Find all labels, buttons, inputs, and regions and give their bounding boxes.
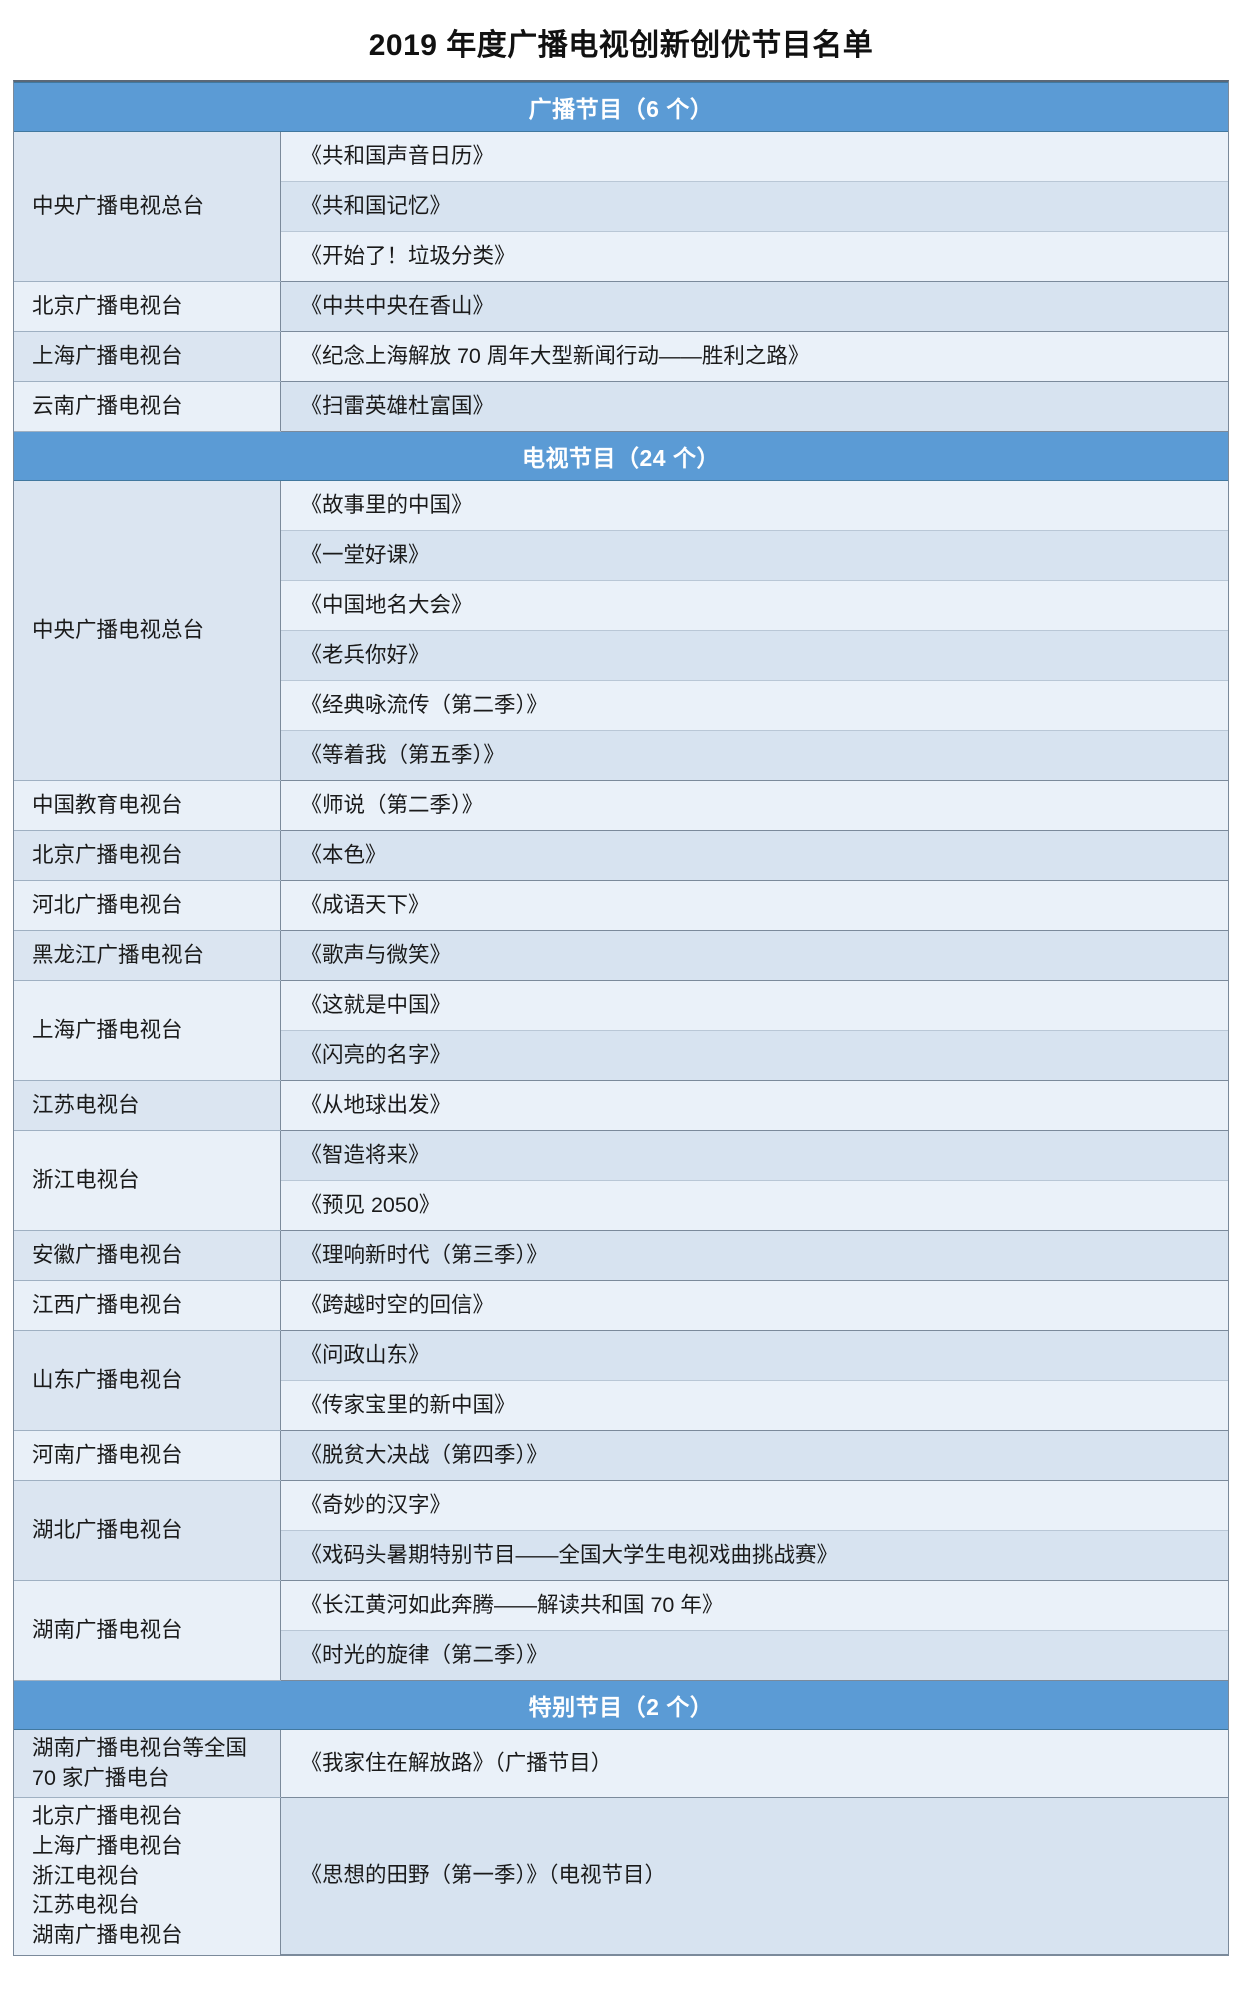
program-title-cell: 《歌声与微笑》: [280, 930, 1228, 981]
table-row: 安徽广播电视台 《理响新时代（第三季）》: [14, 1230, 1228, 1281]
organization-cell: 北京广播电视台: [14, 830, 281, 881]
table-row: 《时光的旋律（第二季）》: [14, 1630, 1228, 1681]
program-title-cell: 《戏码头暑期特别节目——全国大学生电视戏曲挑战赛》: [280, 1530, 1228, 1581]
organization-cell: 中国教育电视台: [14, 780, 281, 831]
table-row: 《传家宝里的新中国》: [14, 1380, 1228, 1431]
section-header-row: 广播节目（6 个）: [14, 82, 1228, 132]
table-row: 浙江电视台 《智造将来》: [14, 1130, 1228, 1231]
section-header-row: 特别节目（2 个）: [14, 1680, 1228, 1730]
program-title-cell: 《闪亮的名字》: [280, 1030, 1228, 1081]
program-list-table-wrapper: 广播节目（6 个） 中央广播电视总台 《共和国声音日历》 《共和国记忆》 《开始了！垃圾…: [13, 80, 1229, 1957]
program-title-cell: 《长江黄河如此奔腾——解读共和国 70 年》: [280, 1580, 1228, 1631]
program-title-cell: 《传家宝里的新中国》: [280, 1380, 1228, 1431]
organization-cell: 湖南广播电视台: [14, 1580, 281, 1681]
table-row: 《中国地名大会》: [14, 580, 1228, 631]
table-row: 江西广播电视台 《跨越时空的回信》: [14, 1280, 1228, 1331]
program-title-cell: 《我家住在解放路》（广播节目）: [280, 1729, 1228, 1799]
program-title-cell: 《预见 2050》: [280, 1180, 1228, 1231]
program-title-cell: 《扫雷英雄杜富国》: [280, 381, 1228, 432]
table-row: 河南广播电视台 《脱贫大决战（第四季）》: [14, 1430, 1228, 1481]
table-row: 《开始了！垃圾分类》: [14, 231, 1228, 282]
program-title-cell: 《经典咏流传（第二季）》: [280, 680, 1228, 731]
organization-cell: 北京广播电视台: [14, 281, 281, 332]
program-title-cell: 《等着我（第五季）》: [280, 730, 1228, 781]
program-title-cell: 《从地球出发》: [280, 1080, 1228, 1131]
program-title-cell: 《时光的旋律（第二季）》: [280, 1630, 1228, 1681]
organization-cell: 河南广播电视台: [14, 1430, 281, 1481]
program-title-cell: 《师说（第二季）》: [280, 780, 1228, 831]
table-row: 云南广播电视台 《扫雷英雄杜富国》: [14, 381, 1228, 432]
table-row: 北京广播电视台 《本色》: [14, 830, 1228, 881]
organization-cell: 河北广播电视台: [14, 880, 281, 931]
page-title: 2019 年度广播电视创新创优节目名单: [368, 29, 874, 62]
table-row: 中央广播电视总台 《共和国声音日历》: [14, 131, 1228, 282]
table-row: 上海广播电视台 《这就是中国》: [14, 980, 1228, 1081]
table-row: 北京广播电视台 上海广播电视台 浙江电视台 江苏电视台 湖南广播电视台 《思想的田…: [14, 1797, 1228, 1956]
program-title-cell: 《跨越时空的回信》: [280, 1280, 1228, 1331]
section-header-label: 电视节目（24 个）: [14, 431, 1228, 481]
program-title-cell: 《纪念上海解放 70 周年大型新闻行动——胜利之路》: [280, 331, 1228, 382]
program-title-cell: 《成语天下》: [280, 880, 1228, 931]
organization-cell: 安徽广播电视台: [14, 1230, 281, 1281]
organization-cell: 浙江电视台: [14, 1130, 281, 1231]
program-title-cell: 《老兵你好》: [280, 630, 1228, 681]
program-title-cell: 《开始了！垃圾分类》: [280, 231, 1228, 282]
program-title-cell: 《这就是中国》: [280, 980, 1228, 1031]
organization-cell: 上海广播电视台: [14, 331, 281, 382]
program-title-cell: 《理响新时代（第三季）》: [280, 1230, 1228, 1281]
table-row: 《等着我（第五季）》: [14, 730, 1228, 781]
organization-cell: 云南广播电视台: [14, 381, 281, 432]
organization-cell: 北京广播电视台 上海广播电视台 浙江电视台 江苏电视台 湖南广播电视台: [14, 1797, 281, 1955]
table-row: 《经典咏流传（第二季）》: [14, 680, 1228, 731]
program-title-cell: 《共和国记忆》: [280, 181, 1228, 232]
table-row: 河北广播电视台 《成语天下》: [14, 880, 1228, 931]
program-title-cell: 《一堂好课》: [280, 530, 1228, 581]
organization-cell: 湖南广播电视台等全国 70 家广播电台: [14, 1729, 281, 1799]
organization-cell: 黑龙江广播电视台: [14, 930, 281, 981]
organization-cell: 江西广播电视台: [14, 1280, 281, 1331]
table-row: 湖南广播电视台等全国 70 家广播电台 《我家住在解放路》（广播节目）: [14, 1729, 1228, 1799]
program-list-table: 广播节目（6 个） 中央广播电视总台 《共和国声音日历》 《共和国记忆》 《开始了！垃圾…: [14, 82, 1228, 1956]
program-title-cell: 《中国地名大会》: [280, 580, 1228, 631]
organization-cell: 山东广播电视台: [14, 1330, 281, 1431]
table-row: 《预见 2050》: [14, 1180, 1228, 1231]
section-header-label: 广播节目（6 个）: [14, 82, 1228, 132]
organization-cell: 中央广播电视总台: [14, 131, 281, 282]
table-row: 江苏电视台 《从地球出发》: [14, 1080, 1228, 1131]
table-row: 黑龙江广播电视台 《歌声与微笑》: [14, 930, 1228, 981]
table-row: 《共和国记忆》: [14, 181, 1228, 232]
table-row: 湖北广播电视台 《奇妙的汉字》: [14, 1480, 1228, 1581]
organization-cell: 上海广播电视台: [14, 980, 281, 1081]
table-row: 《一堂好课》: [14, 530, 1228, 581]
table-row: 《闪亮的名字》: [14, 1030, 1228, 1081]
program-title-cell: 《共和国声音日历》: [280, 131, 1228, 182]
program-title-cell: 《智造将来》: [280, 1130, 1228, 1181]
table-row: 湖南广播电视台 《长江黄河如此奔腾——解读共和国 70 年》: [14, 1580, 1228, 1681]
program-title-cell: 《奇妙的汉字》: [280, 1480, 1228, 1531]
table-row: 中央广播电视总台 《故事里的中国》: [14, 480, 1228, 781]
table-row: 《老兵你好》: [14, 630, 1228, 681]
section-header-label: 特别节目（2 个）: [14, 1680, 1228, 1730]
table-row: 中国教育电视台 《师说（第二季）》: [14, 780, 1228, 831]
program-title-cell: 《故事里的中国》: [280, 480, 1228, 531]
program-title-cell: 《本色》: [280, 830, 1228, 881]
program-title-cell: 《思想的田野（第一季）》（电视节目）: [280, 1797, 1228, 1956]
program-title-cell: 《中共中央在香山》: [280, 281, 1228, 332]
table-row: 北京广播电视台 《中共中央在香山》: [14, 281, 1228, 332]
table-row: 上海广播电视台 《纪念上海解放 70 周年大型新闻行动——胜利之路》: [14, 331, 1228, 382]
program-title-cell: 《脱贫大决战（第四季）》: [280, 1430, 1228, 1481]
table-row: 山东广播电视台 《问政山东》: [14, 1330, 1228, 1431]
table-row: 《戏码头暑期特别节目——全国大学生电视戏曲挑战赛》: [14, 1530, 1228, 1581]
program-title-cell: 《问政山东》: [280, 1330, 1228, 1381]
organization-cell: 江苏电视台: [14, 1080, 281, 1131]
organization-cell: 湖北广播电视台: [14, 1480, 281, 1581]
section-header-row: 电视节目（24 个）: [14, 431, 1228, 481]
organization-cell: 中央广播电视总台: [14, 480, 281, 781]
